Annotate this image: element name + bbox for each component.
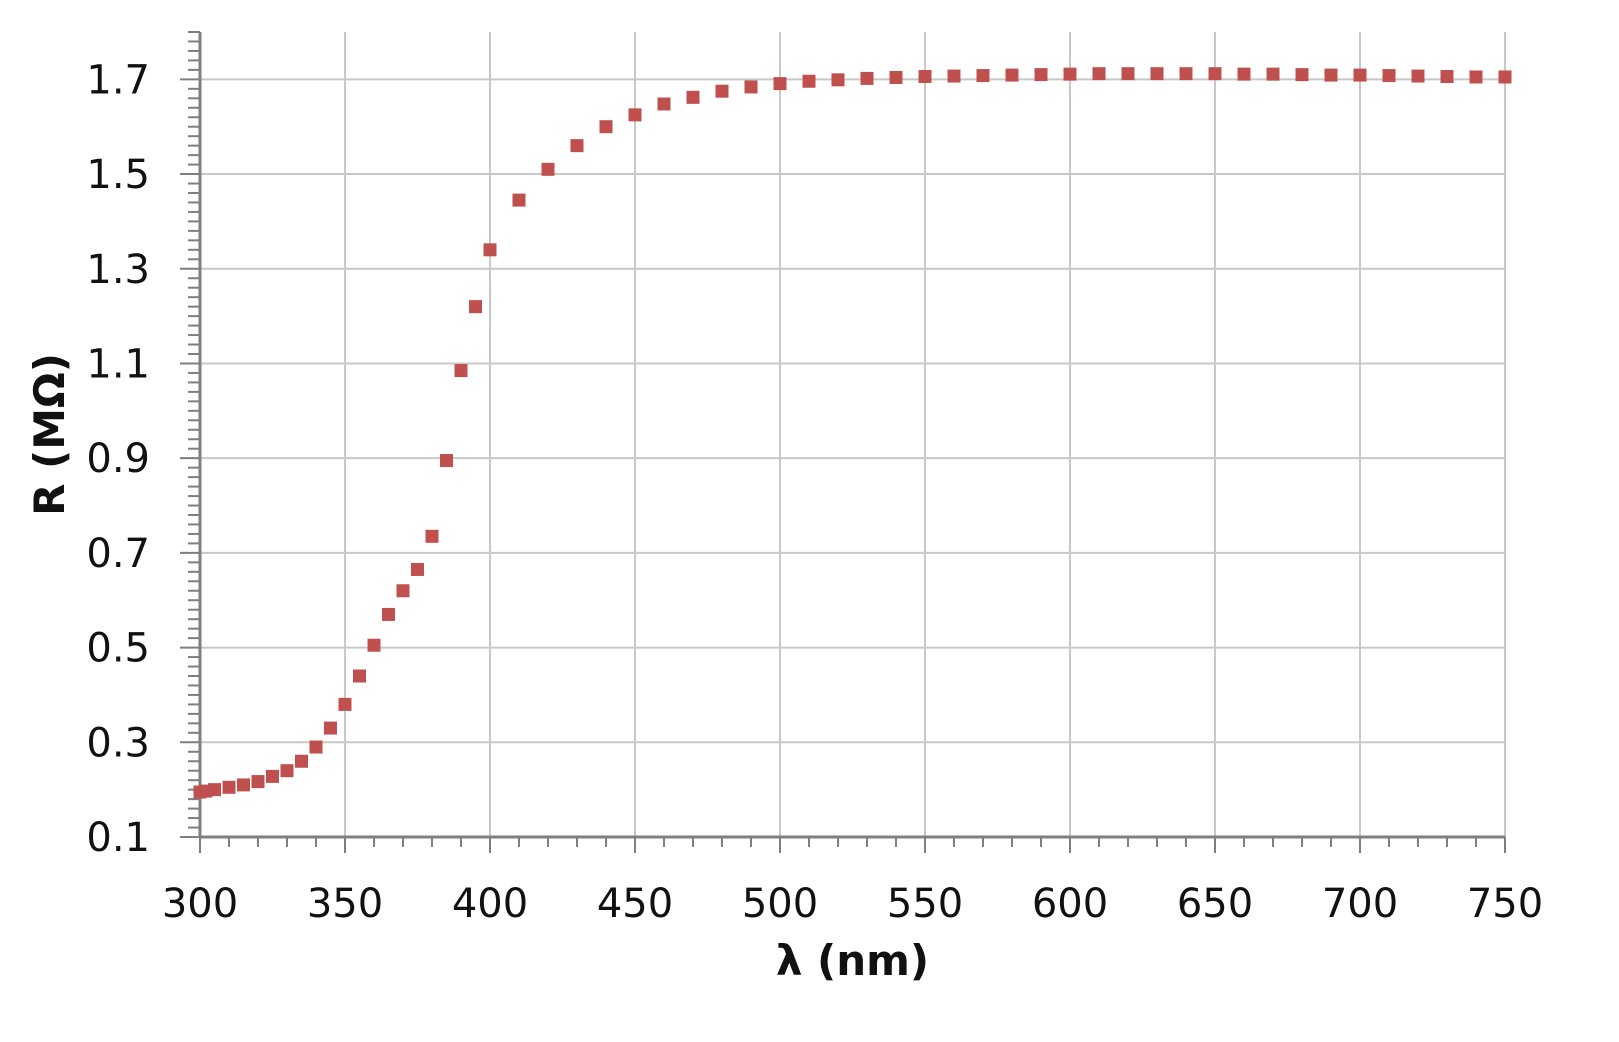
data-point — [1150, 67, 1164, 81]
grid — [200, 32, 1506, 837]
data-point — [1382, 69, 1396, 83]
data-point — [1237, 67, 1251, 81]
axes — [180, 31, 1506, 853]
data-point — [222, 780, 236, 794]
data-point — [947, 69, 961, 83]
data-point — [1498, 70, 1512, 84]
y-tick-label: 1.7 — [86, 57, 150, 103]
data-point — [860, 71, 874, 85]
data-point — [324, 721, 337, 735]
x-axis-title: λ (nm) — [776, 936, 929, 985]
x-tick-label: 300 — [162, 881, 238, 927]
data-point — [1208, 67, 1222, 81]
data-point — [744, 80, 758, 94]
data-point — [1324, 68, 1338, 82]
data-point — [831, 73, 845, 87]
data-point — [1179, 67, 1193, 81]
data-point — [686, 90, 700, 104]
data-point — [1034, 68, 1048, 82]
data-point — [251, 775, 265, 789]
y-axis-title: R (MΩ) — [25, 353, 74, 516]
y-tick-label: 1.1 — [86, 341, 150, 387]
y-tick-label: 1.3 — [86, 247, 150, 293]
x-tick-label: 500 — [742, 881, 818, 927]
data-point — [367, 638, 381, 652]
data-point — [309, 740, 323, 754]
data-point — [1353, 68, 1367, 82]
data-point — [411, 562, 424, 576]
data-point — [396, 584, 410, 598]
data-point — [280, 764, 294, 778]
data-point — [338, 697, 352, 711]
data-point — [599, 120, 613, 134]
data-point — [541, 162, 555, 176]
tick-labels: 300 350 400 450 500 550 600 650 700 750 0.1 0.3 0.5 0… — [86, 57, 1543, 927]
data-point — [1295, 68, 1309, 82]
data-point — [773, 77, 787, 91]
x-tick-label: 450 — [597, 881, 673, 927]
data-point — [1440, 70, 1454, 84]
data-point — [382, 607, 395, 621]
data-point — [918, 70, 932, 84]
data-point — [353, 669, 366, 683]
data-point — [454, 364, 468, 378]
x-tick-label: 750 — [1467, 881, 1543, 927]
data-point — [208, 783, 221, 797]
data-point — [1411, 69, 1425, 83]
y-tick-label: 0.1 — [86, 815, 150, 861]
data-point — [657, 97, 671, 111]
data-point — [889, 70, 903, 84]
data-point — [976, 69, 990, 83]
data-point — [1005, 68, 1019, 82]
data-point — [237, 778, 250, 792]
data-point — [1266, 67, 1280, 81]
x-tick-label: 650 — [1177, 881, 1253, 927]
data-point — [628, 108, 642, 122]
x-tick-label: 600 — [1032, 881, 1108, 927]
x-tick-label: 550 — [887, 881, 963, 927]
y-tick-label: 0.3 — [86, 720, 150, 766]
x-tick-label: 400 — [452, 881, 528, 927]
data-point — [802, 74, 816, 88]
data-point — [1092, 67, 1106, 81]
data-point — [469, 300, 482, 314]
data-point — [1063, 67, 1077, 81]
data-point — [295, 754, 308, 768]
data-point — [1121, 67, 1135, 81]
data-point — [1469, 70, 1483, 84]
data-points — [193, 67, 1512, 799]
data-point — [425, 529, 439, 543]
x-tick-label: 700 — [1322, 881, 1398, 927]
x-tick-label: 350 — [307, 881, 383, 927]
y-tick-label: 0.5 — [86, 626, 150, 672]
data-point — [483, 243, 497, 257]
y-tick-label: 1.5 — [86, 152, 150, 198]
data-point — [715, 84, 729, 98]
data-point — [266, 769, 279, 783]
data-point — [512, 193, 526, 207]
data-point — [440, 454, 453, 468]
y-tick-label: 0.9 — [86, 436, 150, 482]
data-point — [570, 139, 584, 153]
y-tick-label: 0.7 — [86, 531, 150, 577]
